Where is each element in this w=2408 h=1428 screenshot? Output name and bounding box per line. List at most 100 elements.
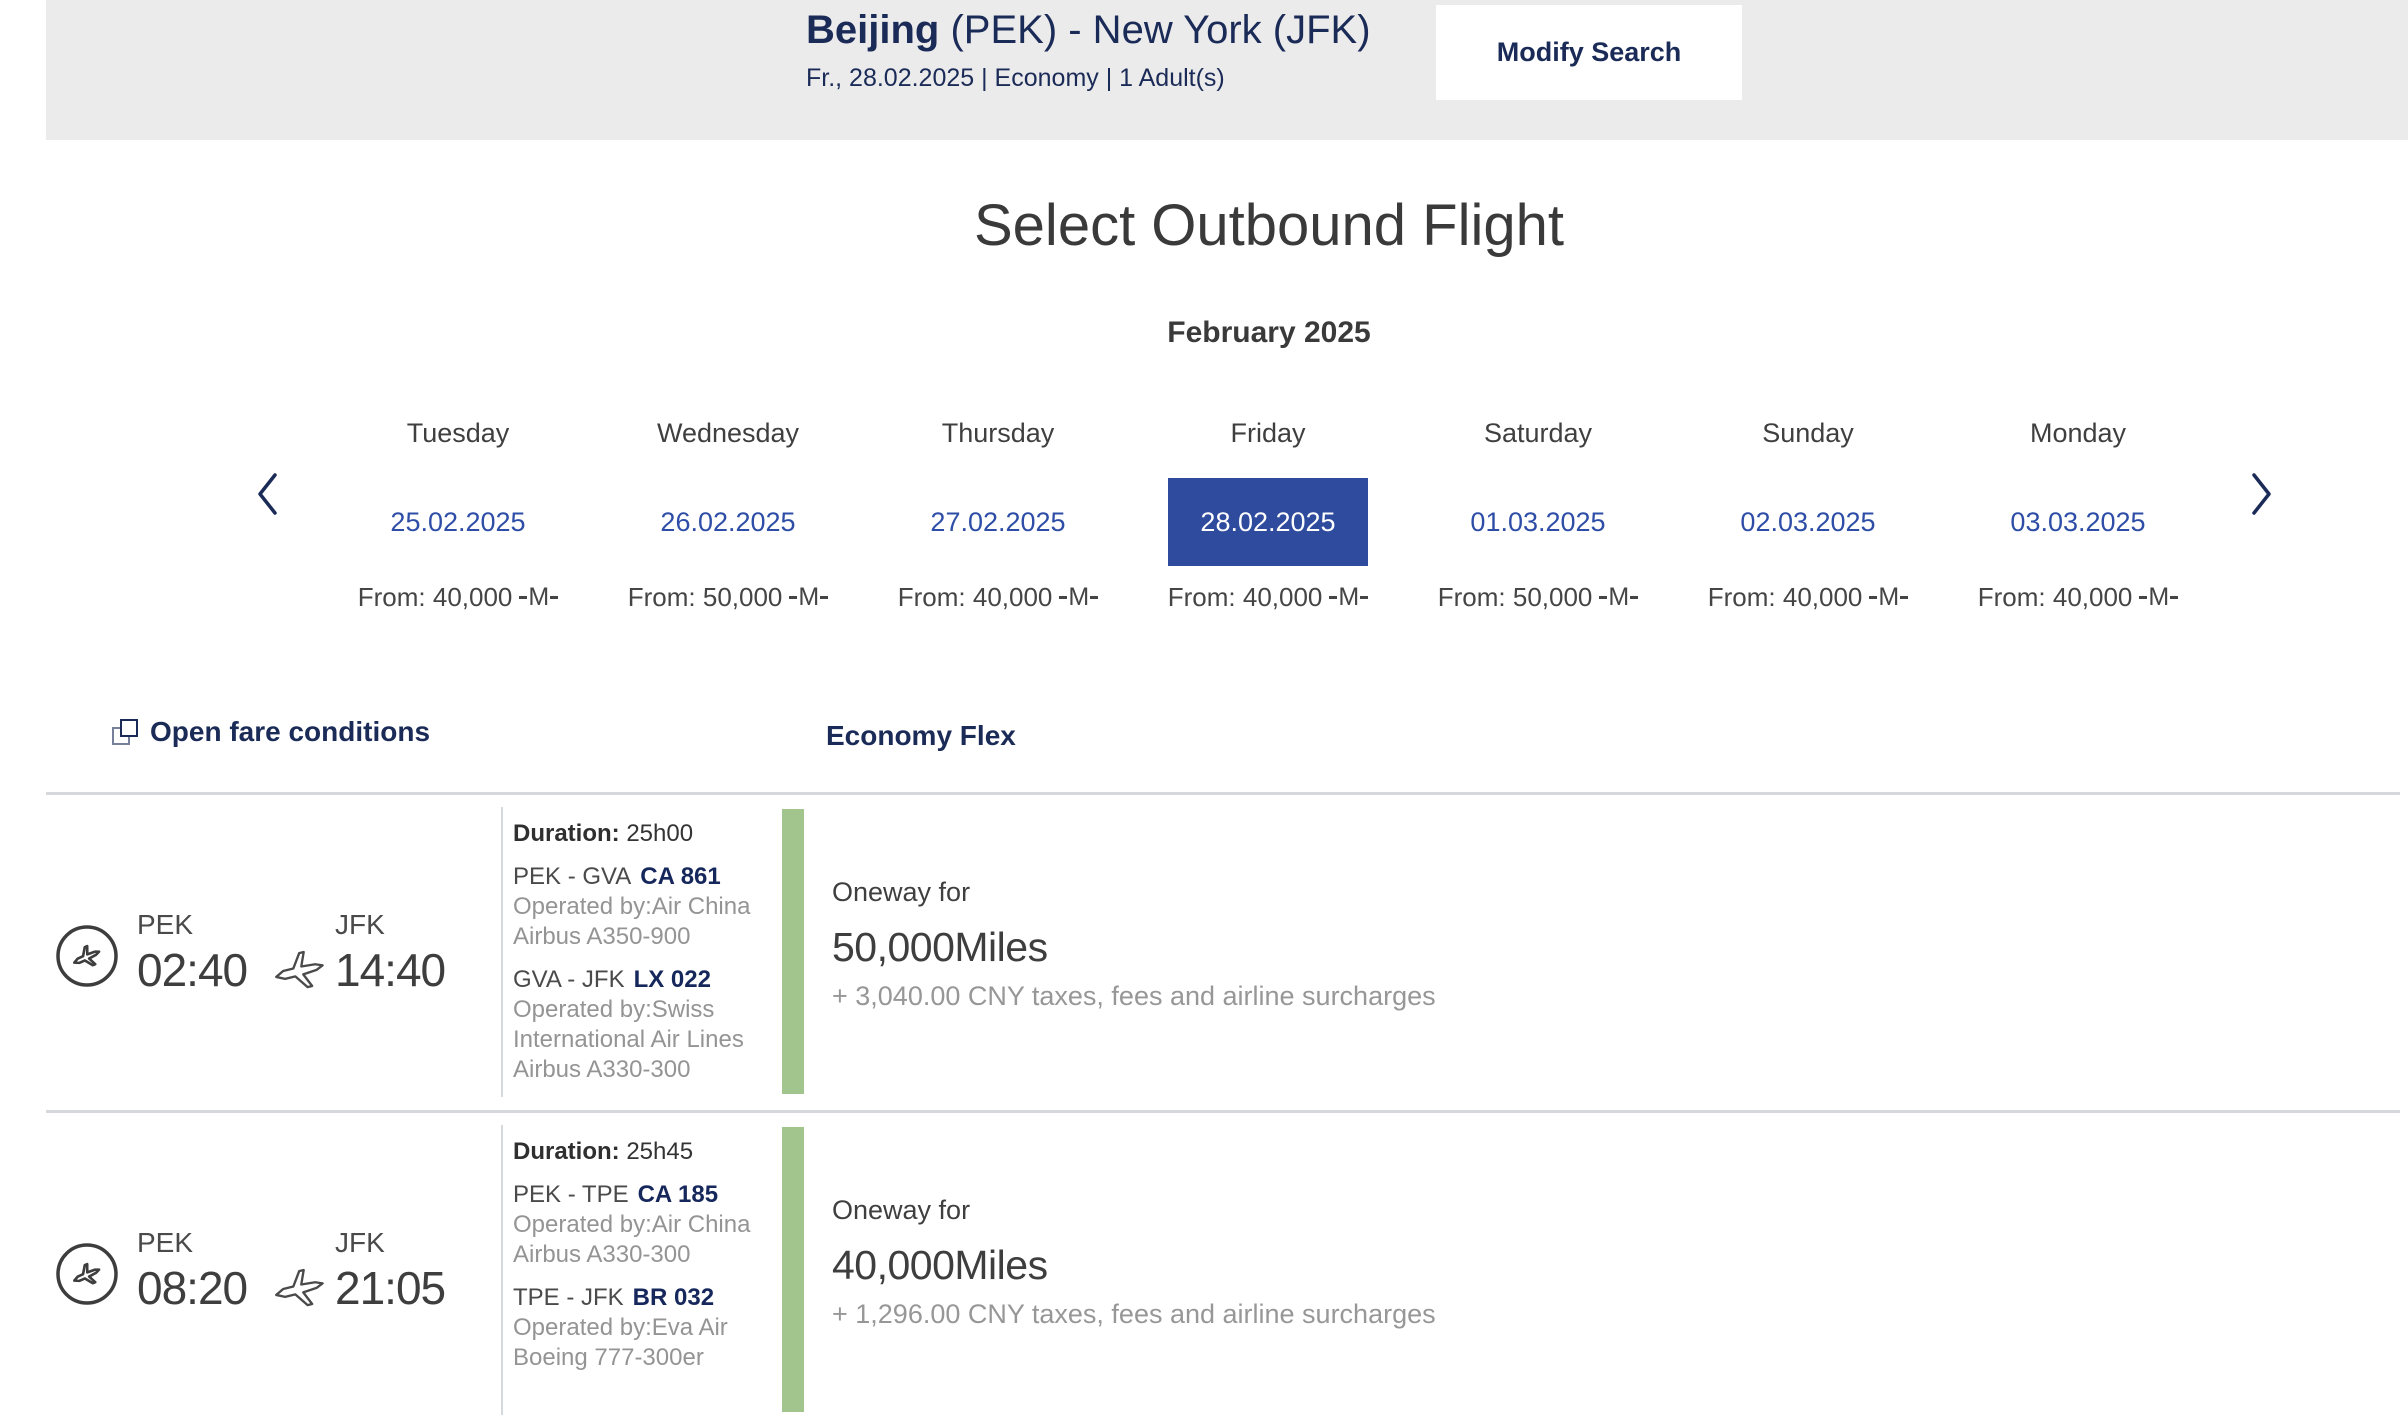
operated-by: Operated by:Eva Air [513,1314,728,1341]
arrival-block: JFK 14:40 [335,909,446,997]
fare-option-economy-flex[interactable]: Oneway for 40,000Miles + 1,296.00 CNY ta… [778,1113,1468,1428]
arrival-airport-code: JFK [335,1227,385,1258]
date-cell: 01.03.2025 [1403,478,1673,566]
date-cell: 03.03.2025 [1943,478,2213,566]
departure-airport-code: PEK [137,1227,194,1258]
segment-route: PEK - TPE [513,1181,629,1208]
logo-m: M [798,583,820,611]
flight-number: CA 861 [640,863,721,890]
fare-option-economy-flex[interactable]: Oneway for 50,000Miles + 3,040.00 CNY ta… [778,795,1468,1110]
date-cell: 02.03.2025 [1673,478,1943,566]
day-name: Thursday [941,418,1055,448]
aircraft-type: Boeing 777-300er [513,1344,704,1371]
day-name: Tuesday [406,418,510,448]
logo-dash [1059,596,1068,599]
duration-value: 25h45 [626,1138,694,1165]
flight-number: BR 032 [632,1284,715,1311]
carousel-next-button[interactable] [2248,472,2274,516]
date-carousel: Tuesday 25.02.2025 From: 40,000 M Wednes… [323,408,2213,613]
from-miles-text: From: 40,000 [357,582,513,612]
segment-route: GVA - JFK [513,966,625,993]
date-link[interactable]: 26.02.2025 [660,506,796,537]
miles-and-more-logo-icon: M [1869,585,1909,610]
from-miles-label: From: 40,000 M [323,582,593,613]
date-link[interactable]: 27.02.2025 [930,506,1066,537]
carousel-day-column: Tuesday 25.02.2025 From: 40,000 M [323,408,593,613]
flight-segment: PEK - TPE CA 185 Operated by:Air China Airb… [513,1180,813,1270]
miles-and-more-logo-icon: M [519,585,559,610]
duration-line: Duration: 25h45 [513,1137,813,1167]
date-link[interactable]: 02.03.2025 [1740,506,1876,537]
logo-m: M [2148,583,2170,611]
from-miles-text: From: 40,000 [1707,582,1863,612]
departure-takeoff-icon [56,925,118,987]
flight-details: Duration: 25h00 PEK - GVA CA 861 Operated … [513,819,813,1085]
departure-time: 08:20 [137,1262,248,1314]
flight-number: LX 022 [633,966,711,993]
flight-result-row: PEK 08:20 JFK 21:05 Duration: 25h45 PEK … [46,1110,2400,1428]
flight-number: CA 185 [637,1181,719,1208]
miles-and-more-logo-icon: M [1329,583,1369,611]
search-summary-banner: Beijing (PEK) - New York (JFK) Fr., 28.0… [46,0,2408,140]
carousel-day-column: Saturday 01.03.2025 From: 50,000 M [1403,408,1673,613]
date-link[interactable]: 28.02.2025 [1168,478,1368,566]
arrival-block: JFK 21:05 [335,1227,446,1315]
modify-search-button[interactable]: Modify Search [1436,5,1742,100]
oneway-label: Oneway for [832,1195,971,1225]
open-fare-conditions-label: Open fare conditions [150,716,431,747]
availability-bar [782,1127,804,1412]
date-cell: 28.02.2025 [1133,478,1403,566]
route-airports: (PEK) - New York (JFK) [939,8,1371,52]
miles-and-more-logo-icon: M [1059,583,1099,611]
date-link[interactable]: 03.03.2025 [2010,506,2146,537]
carousel-prev-button[interactable] [255,472,281,516]
departure-block: PEK 02:40 [137,909,248,997]
open-fare-conditions-link[interactable]: Open fare conditions [112,716,430,748]
date-link[interactable]: 25.02.2025 [390,506,526,537]
operated-by: Operated by:Air China [513,893,751,920]
oneway-label: Oneway for [832,877,971,907]
carousel-day-column: Friday 28.02.2025 From: 40,000 M [1133,408,1403,613]
duration-value: 25h00 [626,820,694,847]
logo-dash [1090,596,1099,599]
logo-m: M [1068,583,1090,611]
logo-m: M [1338,583,1360,611]
operated-by: Operated by:Air China [513,1211,751,1238]
from-miles-label: From: 50,000 M [593,582,863,613]
logo-dash [2139,596,2148,599]
date-cell: 25.02.2025 [323,478,593,566]
flight-segment: TPE - JFK BR 032 Operated by:Eva Air Boeing… [513,1283,813,1373]
miles-and-more-logo-icon: M [2139,583,2179,611]
from-miles-text: From: 40,000 [1977,582,2133,612]
icon-front-square [120,719,138,737]
aircraft-type: Airbus A350-900 [513,923,691,950]
arrival-time: 14:40 [335,944,446,996]
logo-dash [550,596,559,599]
date-cell: 26.02.2025 [593,478,863,566]
flight-details: Duration: 25h45 PEK - TPE CA 185 Operated … [513,1137,813,1373]
availability-bar [782,809,804,1094]
page-title: Select Outbound Flight [973,193,1565,258]
date-cell: 27.02.2025 [863,478,1133,566]
logo-dash [820,596,829,599]
flight-segment: GVA - JFK LX 022 Operated by:Swiss Interna… [513,965,813,1085]
date-link[interactable]: 01.03.2025 [1470,506,1606,537]
flight-segment: PEK - GVA CA 861 Operated by:Air China Airb… [513,862,813,952]
departure-time: 02:40 [137,944,248,996]
from-miles-label: From: 40,000 M [1133,582,1403,613]
from-miles-label: From: 40,000 M [863,582,1133,613]
logo-dash [789,596,798,599]
search-summary-text: Fr., 28.02.2025 | Economy | 1 Adult(s) [806,64,1225,92]
arrival-time: 21:05 [335,1262,446,1314]
miles-and-more-logo-icon: M [789,583,829,611]
carousel-day-column: Sunday 02.03.2025 From: 40,000 M [1673,408,1943,613]
segment-route: TPE - JFK [513,1284,624,1311]
from-miles-text: From: 50,000 [627,582,783,612]
day-name: Wednesday [656,418,800,448]
carousel-day-column: Wednesday 26.02.2025 From: 50,000 M [593,408,863,613]
aircraft-type: Airbus A330-300 [513,1241,691,1268]
from-miles-text: From: 50,000 [1437,582,1593,612]
carousel-day-column: Thursday 27.02.2025 From: 40,000 M [863,408,1133,613]
details-divider [501,807,503,1097]
fare-text: Oneway for 50,000Miles + 3,040.00 CNY ta… [832,877,1436,1012]
